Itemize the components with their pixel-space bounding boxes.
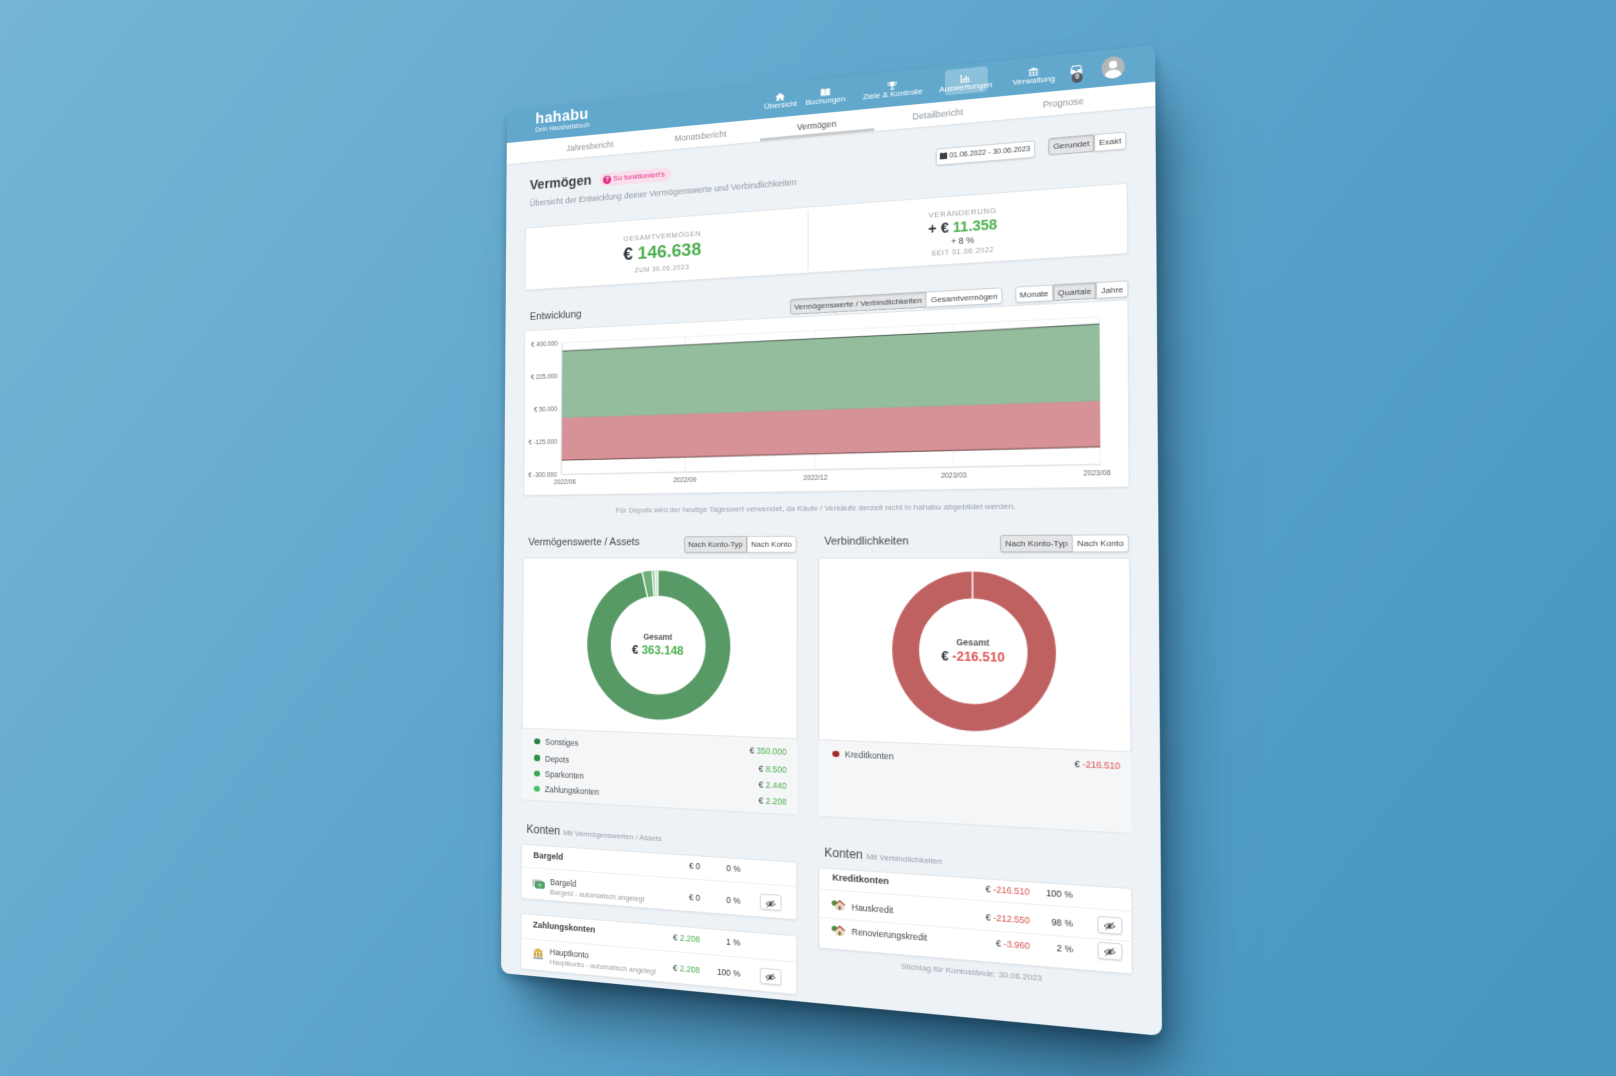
- svg-text:€ 50.000: € 50.000: [534, 406, 557, 413]
- svg-text:€ -300.000: € -300.000: [528, 472, 557, 479]
- svg-text:Gesamt: Gesamt: [956, 637, 990, 647]
- svg-text:2022/12: 2022/12: [803, 475, 827, 482]
- svg-text:2023/03: 2023/03: [941, 472, 967, 480]
- svg-text:€ -216.510: € -216.510: [941, 649, 1005, 665]
- svg-text:€ 225.000: € 225.000: [531, 373, 558, 381]
- svg-text:2023/06: 2023/06: [1083, 470, 1110, 478]
- svg-text:€ 400.000: € 400.000: [531, 340, 558, 348]
- svg-text:2022/09: 2022/09: [673, 477, 696, 484]
- svg-text:€ 363.148: € 363.148: [632, 643, 684, 658]
- svg-text:€ -125.000: € -125.000: [529, 439, 558, 446]
- svg-text:2022/06: 2022/06: [554, 479, 576, 486]
- svg-text:Gesamt: Gesamt: [643, 632, 673, 642]
